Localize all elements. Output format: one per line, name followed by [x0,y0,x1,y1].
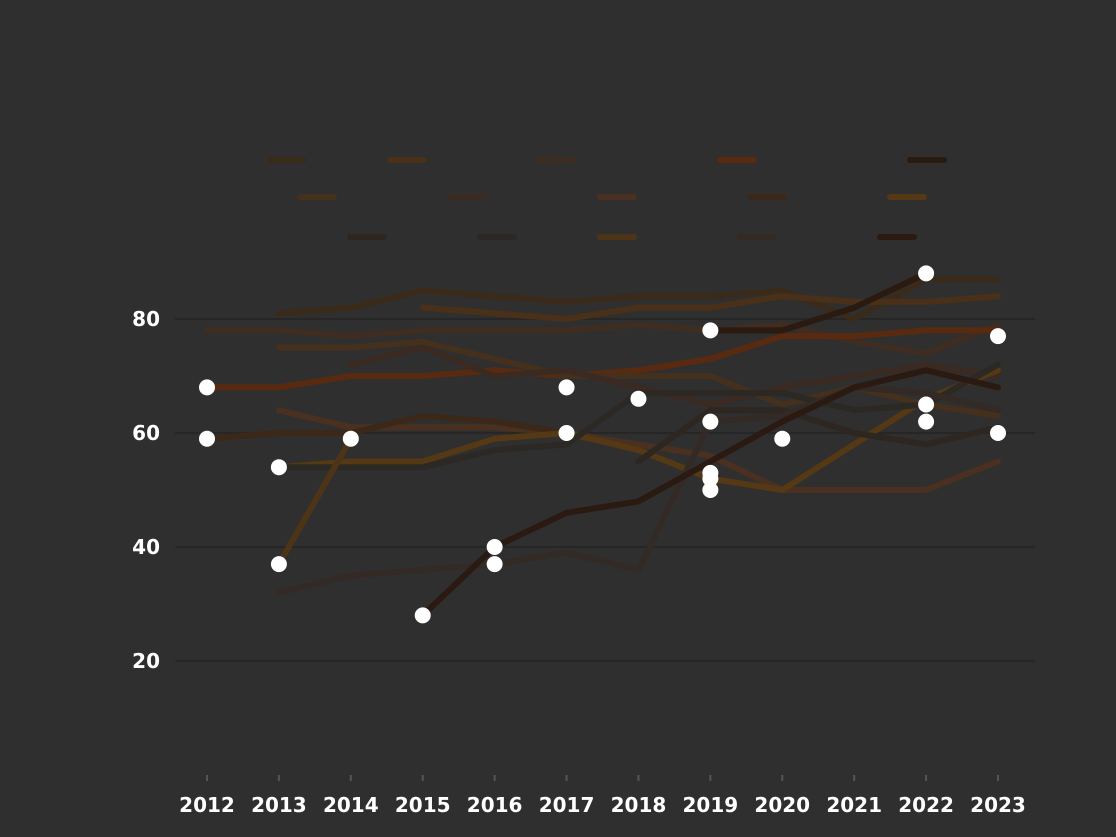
data-marker [918,413,935,430]
data-marker [630,390,647,407]
y-tick-label: 60 [132,421,160,445]
series-line [204,412,570,442]
data-marker [990,328,1006,345]
data-marker [199,379,215,396]
data-marker [486,556,503,573]
data-marker [702,482,719,498]
series-line [275,276,1001,322]
data-marker [486,539,503,555]
data-marker [558,425,575,441]
data-marker [414,607,431,624]
x-tick-label: 2022 [898,793,954,817]
series-line [275,435,354,568]
x-tick-label: 2017 [539,793,595,817]
data-marker [702,413,719,430]
legend [267,157,947,240]
series-line [275,367,1001,493]
data-marker [918,265,935,282]
data-marker [702,464,719,481]
x-tick-label: 2014 [323,793,379,817]
series-line [635,407,1001,465]
x-tick-label: 2021 [826,793,882,817]
x-tick-label: 2012 [179,793,235,817]
x-tick-label: 2020 [754,793,810,817]
series-line [419,293,1001,322]
series-line [275,384,1001,596]
data-markers [199,265,1006,624]
series-line [419,367,1001,619]
data-marker [270,556,287,573]
data-marker [702,322,719,339]
series-line [275,407,1001,493]
x-tick-label: 2018 [611,793,667,817]
x-tick-label: 2023 [970,793,1026,817]
data-marker [558,379,575,396]
data-marker [990,425,1006,441]
data-marker [270,459,287,476]
y-tick-label: 80 [132,307,160,331]
series-line [707,270,930,334]
axes: 2012 2013 2014 2015 2016 2017 2018 2019 2020 2021… [132,307,1026,817]
x-tick-label: 2015 [395,793,451,817]
data-marker [774,430,791,447]
series-line [204,321,1001,357]
data-marker [199,430,215,447]
x-tick-label: 2013 [251,793,307,817]
x-tick-label: 2019 [683,793,739,817]
y-tick-label: 20 [132,649,160,673]
x-tick-label: 2016 [467,793,523,817]
data-marker [918,396,935,413]
y-tick-label: 40 [132,535,160,559]
series-line [275,338,1001,419]
series-lines [204,270,1001,619]
data-marker [342,430,359,447]
